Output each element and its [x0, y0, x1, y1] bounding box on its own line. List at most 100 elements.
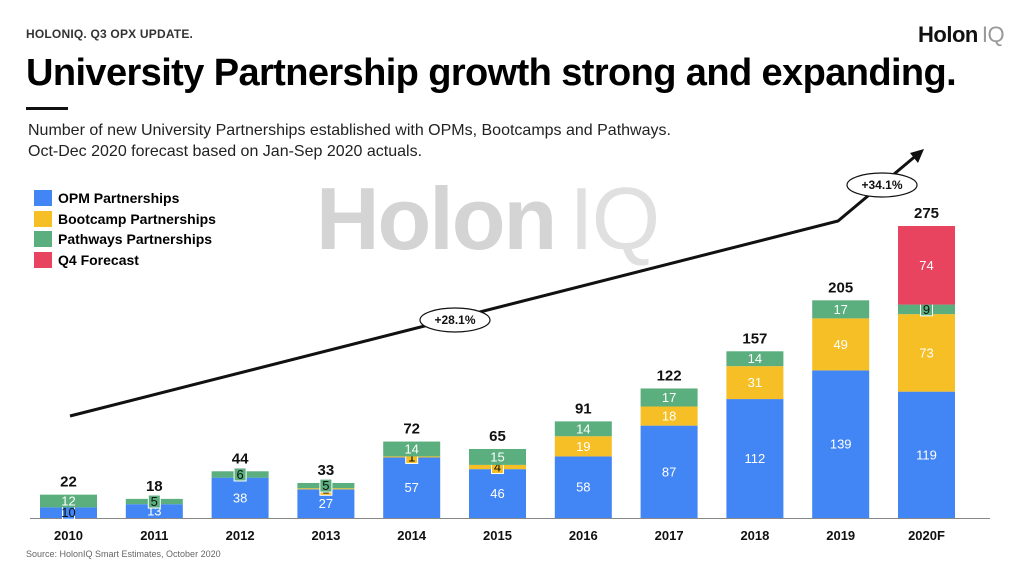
value-label: 15: [490, 449, 504, 464]
bar-pathways-partnerships-2010: [40, 494, 97, 508]
bar-opm-partnerships-2019: [812, 370, 870, 518]
bar-bootcamp-partnerships-2017: [640, 406, 698, 426]
bar-opm-partnerships-2017: [640, 425, 698, 518]
total-label-2011: 18: [146, 478, 163, 495]
subtitle-line-1: Number of new University Partnerships es…: [28, 122, 671, 139]
value-label: 19: [576, 439, 590, 454]
value-label: 10: [61, 505, 75, 520]
holoniq-logo: Holon IQ: [918, 22, 1005, 48]
source-note: Source: HolonIQ Smart Estimates, October…: [26, 549, 221, 559]
x-tick-2020F: 2020F: [908, 528, 945, 543]
bar-opm-partnerships-2014: [383, 457, 441, 518]
x-tick-2018: 2018: [740, 528, 769, 543]
value-badge: [319, 478, 333, 493]
legend-label: Bootcamp Partnerships: [58, 210, 216, 227]
cagr-label-1: +28.1%: [434, 313, 475, 327]
bar-pathways-partnerships-2019: [812, 300, 870, 319]
value-label: 27: [319, 496, 333, 511]
value-label: 38: [233, 490, 247, 505]
x-tick-2019: 2019: [826, 528, 855, 543]
total-label-2012: 44: [232, 450, 249, 467]
total-label-2018: 157: [742, 330, 767, 347]
bar-opm-partnerships-2020F: [898, 391, 955, 518]
bar-opm-partnerships-2011: [125, 504, 183, 518]
value-label: 74: [919, 258, 933, 273]
value-label: 5: [322, 478, 329, 493]
bar-bootcamp-partnerships-2016: [554, 436, 612, 457]
value-label: 1: [408, 449, 415, 464]
value-label: 17: [662, 390, 676, 405]
cagr-bubble-1: [419, 307, 491, 333]
bar-bootcamp-partnerships-2018: [726, 366, 784, 400]
value-label: 4: [494, 460, 501, 475]
bar-opm-partnerships-2015: [469, 469, 526, 518]
value-label: 31: [748, 375, 762, 390]
watermark-main: Holon: [316, 169, 557, 268]
total-label-2019: 205: [828, 279, 853, 296]
page-title: University Partnership growth strong and…: [26, 52, 957, 94]
total-label-2014: 72: [403, 421, 420, 438]
cagr-label-2: +34.1%: [861, 178, 902, 192]
legend-swatch: [34, 231, 52, 248]
legend-item-bootcamp-partnerships: Bootcamp Partnerships: [34, 209, 216, 230]
value-label: 14: [748, 351, 762, 366]
cagr-bubble-2: [846, 172, 918, 198]
legend-item-pathways-partnerships: Pathways Partnerships: [34, 229, 216, 250]
value-label: 58: [576, 480, 590, 495]
total-label-2013: 33: [318, 462, 335, 479]
subtitle: Number of new University Partnerships es…: [28, 120, 671, 162]
value-label: 139: [830, 437, 852, 452]
total-label-2015: 65: [489, 428, 506, 445]
value-label: 87: [662, 464, 676, 479]
value-label: 73: [919, 345, 933, 360]
legend-label: Q4 Forecast: [58, 251, 139, 268]
arrow-head: [910, 149, 924, 163]
value-label: 14: [576, 421, 590, 436]
value-badge: [147, 494, 161, 509]
total-label-2016: 91: [575, 400, 592, 417]
value-label: 14: [404, 441, 418, 456]
x-tick-2016: 2016: [569, 528, 598, 543]
title-underline: [26, 107, 68, 110]
legend-swatch: [34, 251, 52, 268]
bar-pathways-partnerships-2017: [640, 388, 698, 407]
value-label: 12: [61, 494, 75, 509]
watermark-iq: IQ: [569, 169, 660, 268]
total-label-2020F: 275: [914, 205, 939, 222]
x-tick-2017: 2017: [655, 528, 684, 543]
x-tick-2010: 2010: [54, 528, 83, 543]
legend-label: Pathways Partnerships: [58, 231, 213, 248]
value-label: 18: [662, 409, 676, 424]
value-label: 6: [236, 467, 243, 482]
logo-main: Holon: [918, 22, 978, 47]
logo-iq: IQ: [981, 22, 1005, 47]
bar-pathways-partnerships-2015: [469, 448, 526, 465]
legend-swatch: [34, 190, 52, 207]
bar-bootcamp-partnerships-2019: [812, 318, 870, 371]
bar-pathways-partnerships-2014: [383, 441, 441, 457]
legend-label: OPM Partnerships: [58, 190, 180, 207]
bar-opm-partnerships-2016: [554, 456, 612, 518]
x-tick-2013: 2013: [311, 528, 340, 543]
value-badge: [233, 467, 247, 482]
x-tick-2011: 2011: [140, 528, 168, 543]
value-label: 5: [151, 494, 158, 509]
value-label: 119: [916, 447, 937, 462]
value-label: 9: [923, 302, 930, 317]
value-label: 46: [490, 486, 504, 501]
value-label: 49: [833, 337, 847, 352]
bar-pathways-partnerships-2016: [554, 421, 612, 437]
subtitle-line-2: Oct-Dec 2020 forecast based on Jan-Sep 2…: [28, 143, 423, 160]
total-label-2010: 22: [60, 474, 77, 491]
bar-bootcamp-partnerships-2020F: [898, 314, 955, 392]
x-tick-2015: 2015: [483, 528, 512, 543]
report-kicker: HOLONIQ. Q3 OPX UPDATE.: [26, 27, 194, 41]
value-label: 57: [404, 480, 418, 495]
value-label: 17: [833, 302, 847, 317]
bar-pathways-partnerships-2018: [726, 351, 784, 367]
x-tick-2012: 2012: [226, 528, 255, 543]
value-label: 112: [745, 451, 766, 466]
bar-q4-forecast-2020F: [898, 226, 955, 305]
bar-opm-partnerships-2018: [726, 399, 784, 518]
